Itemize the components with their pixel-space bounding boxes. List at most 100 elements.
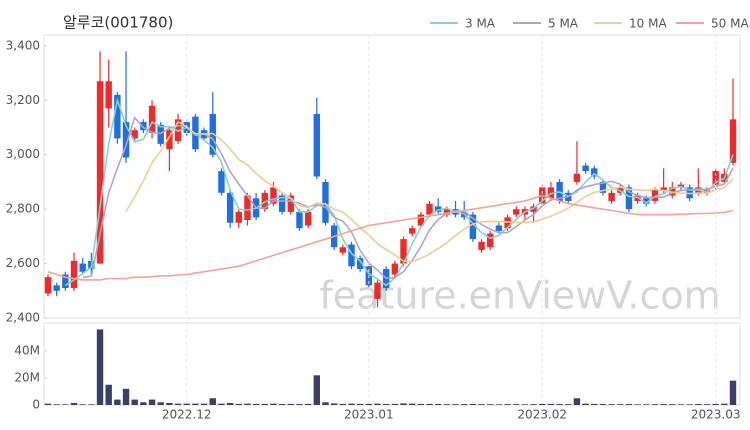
candle-body <box>625 187 633 210</box>
volume-bar <box>62 404 69 405</box>
volume-bar <box>88 404 95 405</box>
volume-bar <box>226 402 234 405</box>
volume-bar <box>183 403 190 405</box>
volume-bar <box>79 404 86 405</box>
volume-bar <box>408 403 416 405</box>
volume-bar <box>634 404 641 405</box>
x-tick-label: 2022.12 <box>162 408 212 422</box>
candle-body <box>62 274 69 289</box>
candle-body <box>322 181 329 223</box>
volume-bar <box>105 384 112 405</box>
volume-bar <box>235 403 242 405</box>
volume-bar <box>174 403 182 405</box>
volume-bar <box>599 404 607 405</box>
candle-body <box>70 260 78 289</box>
volume-bar <box>148 399 156 405</box>
volume-bar <box>495 404 503 405</box>
volume-bar <box>209 398 216 405</box>
candle-body <box>643 198 650 204</box>
volume-bar <box>244 403 251 405</box>
x-tick-label: 2023.01 <box>344 408 394 422</box>
candle-body <box>487 233 494 248</box>
candle-body <box>374 282 381 299</box>
candle-body <box>599 181 607 193</box>
candle-body <box>408 228 416 234</box>
volume-bar <box>374 403 381 405</box>
candle-body <box>660 187 667 191</box>
volume-bar <box>643 404 650 405</box>
candle-body <box>53 285 60 291</box>
volume-bar <box>114 399 121 405</box>
candle-body <box>582 165 589 172</box>
volume-bar <box>582 403 589 405</box>
volume-bar <box>434 404 442 405</box>
volume-bar <box>356 403 364 405</box>
ma-line <box>64 97 734 287</box>
ma-line <box>47 194 734 281</box>
candle-body <box>96 81 104 264</box>
x-tick-label: 2023.03 <box>691 408 741 422</box>
volume-bar <box>469 403 477 405</box>
volume-bar <box>270 403 277 405</box>
volume-bar <box>330 403 338 405</box>
candle-body <box>400 239 407 264</box>
volume-bar <box>131 399 138 405</box>
candle-body <box>278 195 286 212</box>
volume-bar <box>313 375 320 405</box>
volume-bar <box>278 404 286 405</box>
candle-body <box>313 113 320 177</box>
candle-body <box>651 190 659 201</box>
volume-bar <box>478 404 485 405</box>
volume-bar <box>530 404 537 405</box>
candle-body <box>426 203 433 215</box>
price-panel <box>43 34 741 319</box>
volume-bar <box>400 403 407 405</box>
candle-body <box>270 187 277 204</box>
volume-bar <box>513 404 520 405</box>
volume-bar <box>729 380 737 405</box>
candle-body <box>443 209 451 215</box>
y-tick-label: 2,400 <box>6 311 40 325</box>
candle-body <box>434 206 442 212</box>
volume-bar <box>157 402 164 405</box>
y-tick-label: 3,400 <box>6 38 40 52</box>
volume-bar <box>677 404 685 405</box>
candle-body <box>469 214 477 240</box>
volume-bar <box>339 403 347 405</box>
y-tick-label: 20M <box>14 371 40 385</box>
volume-bar <box>417 403 425 405</box>
volume-bar <box>96 329 104 405</box>
candle-body <box>356 258 364 270</box>
candle-body <box>669 187 676 196</box>
y-tick-label: 0 <box>32 398 40 412</box>
candle-body <box>105 81 112 109</box>
volume-bar <box>140 402 147 405</box>
candle-body <box>417 214 425 226</box>
volume-bar <box>504 404 511 405</box>
candle-body <box>44 277 52 294</box>
candle-body <box>478 241 485 250</box>
volume-bar <box>565 404 572 405</box>
volume-bar <box>296 404 303 405</box>
volume-bar <box>122 388 130 405</box>
candle-body <box>391 263 399 275</box>
volume-bar <box>712 403 719 405</box>
volume-bar <box>487 404 494 405</box>
candle-body <box>339 247 347 253</box>
volume-panel <box>43 322 741 406</box>
volume-bar <box>625 404 633 405</box>
candle-body <box>166 130 173 150</box>
volume-bar <box>686 404 693 405</box>
y-tick-label: 2,800 <box>6 202 40 216</box>
volume-bar <box>44 403 52 405</box>
volume-bar <box>322 402 329 405</box>
candle-body <box>304 211 312 226</box>
volume-bar <box>348 403 355 405</box>
volume-bar <box>70 402 78 405</box>
volume-bar <box>703 404 711 405</box>
y-tick-label: 3,200 <box>6 93 40 107</box>
candle-body <box>296 211 303 229</box>
volume-bar <box>287 403 294 405</box>
volume-bar <box>591 403 598 405</box>
